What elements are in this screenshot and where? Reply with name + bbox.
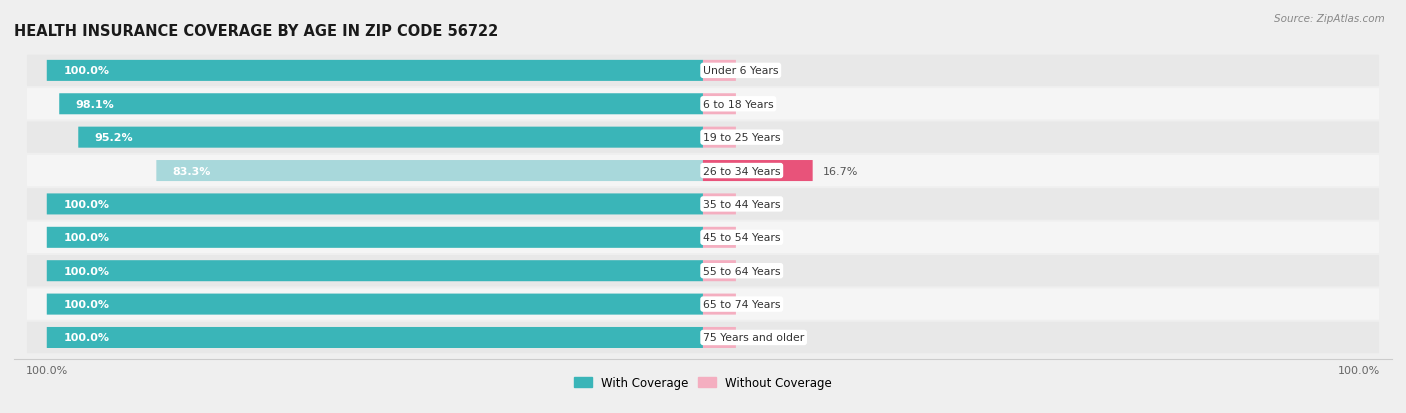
Text: 100.0%: 100.0% xyxy=(63,333,110,343)
FancyBboxPatch shape xyxy=(703,261,735,282)
FancyBboxPatch shape xyxy=(46,327,703,348)
Text: 100.0%: 100.0% xyxy=(63,199,110,209)
FancyBboxPatch shape xyxy=(27,255,1379,287)
FancyBboxPatch shape xyxy=(46,194,703,215)
FancyBboxPatch shape xyxy=(703,227,735,248)
FancyBboxPatch shape xyxy=(79,127,703,148)
Text: 55 to 64 Years: 55 to 64 Years xyxy=(703,266,780,276)
Text: 35 to 44 Years: 35 to 44 Years xyxy=(703,199,780,209)
Text: 6 to 18 Years: 6 to 18 Years xyxy=(703,100,773,109)
FancyBboxPatch shape xyxy=(27,56,1379,87)
FancyBboxPatch shape xyxy=(27,189,1379,220)
FancyBboxPatch shape xyxy=(27,89,1379,120)
FancyBboxPatch shape xyxy=(46,261,703,282)
Text: 65 to 74 Years: 65 to 74 Years xyxy=(703,299,780,309)
Text: 100.0%: 100.0% xyxy=(63,66,110,76)
FancyBboxPatch shape xyxy=(27,122,1379,154)
FancyBboxPatch shape xyxy=(27,155,1379,187)
Text: 26 to 34 Years: 26 to 34 Years xyxy=(703,166,780,176)
Text: HEALTH INSURANCE COVERAGE BY AGE IN ZIP CODE 56722: HEALTH INSURANCE COVERAGE BY AGE IN ZIP … xyxy=(14,24,498,39)
Text: 0.0%: 0.0% xyxy=(745,66,773,76)
Legend: With Coverage, Without Coverage: With Coverage, Without Coverage xyxy=(569,371,837,394)
Text: 45 to 54 Years: 45 to 54 Years xyxy=(703,233,780,243)
Text: 19 to 25 Years: 19 to 25 Years xyxy=(703,133,780,143)
Text: Under 6 Years: Under 6 Years xyxy=(703,66,779,76)
Text: 100.0%: 100.0% xyxy=(63,299,110,309)
Text: 0.0%: 0.0% xyxy=(745,299,773,309)
FancyBboxPatch shape xyxy=(703,194,735,215)
Text: Source: ZipAtlas.com: Source: ZipAtlas.com xyxy=(1274,14,1385,24)
FancyBboxPatch shape xyxy=(703,61,735,82)
FancyBboxPatch shape xyxy=(46,294,703,315)
Text: 16.7%: 16.7% xyxy=(823,166,858,176)
FancyBboxPatch shape xyxy=(703,94,735,115)
FancyBboxPatch shape xyxy=(703,161,813,182)
Text: 0.0%: 0.0% xyxy=(745,333,773,343)
FancyBboxPatch shape xyxy=(156,161,703,182)
FancyBboxPatch shape xyxy=(703,327,735,348)
Text: 83.3%: 83.3% xyxy=(173,166,211,176)
Text: 4.8%: 4.8% xyxy=(745,133,775,143)
FancyBboxPatch shape xyxy=(703,127,735,148)
FancyBboxPatch shape xyxy=(59,94,703,115)
FancyBboxPatch shape xyxy=(27,222,1379,254)
Text: 95.2%: 95.2% xyxy=(94,133,134,143)
FancyBboxPatch shape xyxy=(46,61,703,82)
Text: 0.0%: 0.0% xyxy=(745,233,773,243)
Text: 0.0%: 0.0% xyxy=(745,266,773,276)
Text: 98.1%: 98.1% xyxy=(76,100,114,109)
Text: 75 Years and older: 75 Years and older xyxy=(703,333,804,343)
Text: 100.0%: 100.0% xyxy=(63,266,110,276)
FancyBboxPatch shape xyxy=(703,294,735,315)
Text: 100.0%: 100.0% xyxy=(63,233,110,243)
FancyBboxPatch shape xyxy=(27,322,1379,353)
Text: 1.9%: 1.9% xyxy=(745,100,775,109)
FancyBboxPatch shape xyxy=(46,227,703,248)
Text: 0.0%: 0.0% xyxy=(745,199,773,209)
FancyBboxPatch shape xyxy=(27,289,1379,320)
